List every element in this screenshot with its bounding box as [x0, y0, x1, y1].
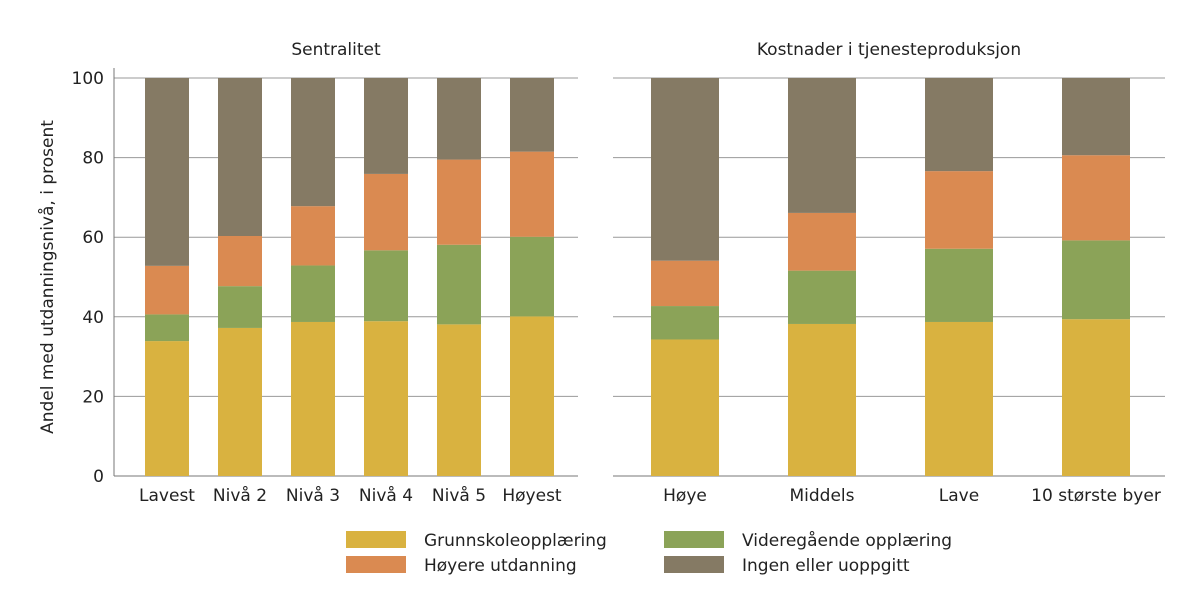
bar-segment-videregående-opplæring: [925, 248, 993, 322]
y-tick-label: 100: [72, 69, 104, 89]
bar-segment-videregående-opplæring: [651, 306, 719, 340]
x-tick-label: Nivå 4: [359, 485, 413, 506]
legend-label: Grunnskoleopplæring: [424, 531, 607, 551]
y-tick-label: 80: [82, 149, 104, 169]
bar-segment-høyere-utdanning: [145, 265, 189, 315]
bar-segment-ingen-eller-uoppgitt: [437, 78, 481, 160]
bar-segment-videregående-opplæring: [291, 265, 335, 322]
bar-segment-grunnskoleopplæring: [925, 321, 993, 476]
bar-segment-videregående-opplæring: [510, 236, 554, 317]
y-axis-label: Andel med utdanningsnivå, i prosent: [37, 120, 58, 434]
bar-segment-videregående-opplæring: [788, 270, 856, 324]
x-tick-label: Lavest: [139, 486, 195, 506]
bar-segment-ingen-eller-uoppgitt: [218, 78, 262, 237]
bar-segment-høyere-utdanning: [1062, 155, 1130, 241]
bar-segment-ingen-eller-uoppgitt: [510, 78, 554, 152]
y-tick-label: 60: [82, 228, 104, 248]
bar-segment-grunnskoleopplæring: [651, 339, 719, 476]
bar-segment-ingen-eller-uoppgitt: [1062, 78, 1130, 156]
legend-swatch: [664, 531, 724, 548]
bar-segment-grunnskoleopplæring: [145, 341, 189, 476]
x-tick-label: Nivå 2: [213, 485, 267, 506]
legend-label: Ingen eller uoppgitt: [742, 556, 910, 576]
bar-segment-ingen-eller-uoppgitt: [788, 78, 856, 213]
bar-segment-ingen-eller-uoppgitt: [364, 78, 408, 174]
bar-segment-høyere-utdanning: [291, 206, 335, 266]
bar-segment-høyere-utdanning: [651, 260, 719, 307]
bar-segment-høyere-utdanning: [510, 151, 554, 237]
panel-title: Sentralitet: [291, 40, 381, 60]
bar-segment-ingen-eller-uoppgitt: [925, 78, 993, 172]
bar-segment-videregående-opplæring: [1062, 240, 1130, 320]
bar-segment-grunnskoleopplæring: [291, 321, 335, 476]
legend-label: Høyere utdanning: [424, 556, 577, 576]
bar-segment-høyere-utdanning: [925, 171, 993, 249]
bar-segment-grunnskoleopplæring: [788, 323, 856, 476]
x-tick-label: Lave: [939, 486, 979, 506]
bar-segment-høyere-utdanning: [218, 236, 262, 287]
y-tick-label: 20: [82, 387, 104, 407]
bar-segment-ingen-eller-uoppgitt: [651, 78, 719, 261]
bar-segment-videregående-opplæring: [218, 286, 262, 328]
bar-segment-høyere-utdanning: [437, 159, 481, 245]
x-tick-label: 10 største byer: [1031, 486, 1161, 506]
bar-segment-grunnskoleopplæring: [437, 324, 481, 476]
bar-segment-videregående-opplæring: [145, 314, 189, 342]
x-tick-label: Nivå 3: [286, 485, 340, 506]
x-tick-label: Høyest: [502, 486, 562, 506]
bar-segment-høyere-utdanning: [364, 173, 408, 251]
x-tick-label: Nivå 5: [432, 485, 486, 506]
legend-swatch: [664, 556, 724, 573]
bar-segment-grunnskoleopplæring: [1062, 319, 1130, 476]
x-tick-label: Høye: [663, 486, 707, 506]
bar-segment-ingen-eller-uoppgitt: [145, 78, 189, 266]
legend-swatch: [346, 531, 406, 548]
legend-swatch: [346, 556, 406, 573]
bar-segment-videregående-opplæring: [364, 250, 408, 322]
y-tick-label: 40: [82, 308, 104, 328]
panel-title: Kostnader i tjenesteproduksjon: [757, 40, 1021, 60]
bar-segment-grunnskoleopplæring: [364, 321, 408, 476]
bar-segment-høyere-utdanning: [788, 212, 856, 271]
legend-label: Videregående opplæring: [742, 530, 952, 551]
bar-segment-ingen-eller-uoppgitt: [291, 78, 335, 207]
y-tick-label: 0: [93, 467, 104, 487]
bar-segment-grunnskoleopplæring: [510, 316, 554, 476]
bar-segment-grunnskoleopplæring: [218, 327, 262, 476]
bar-segment-videregående-opplæring: [437, 244, 481, 325]
x-tick-label: Middels: [789, 486, 854, 506]
